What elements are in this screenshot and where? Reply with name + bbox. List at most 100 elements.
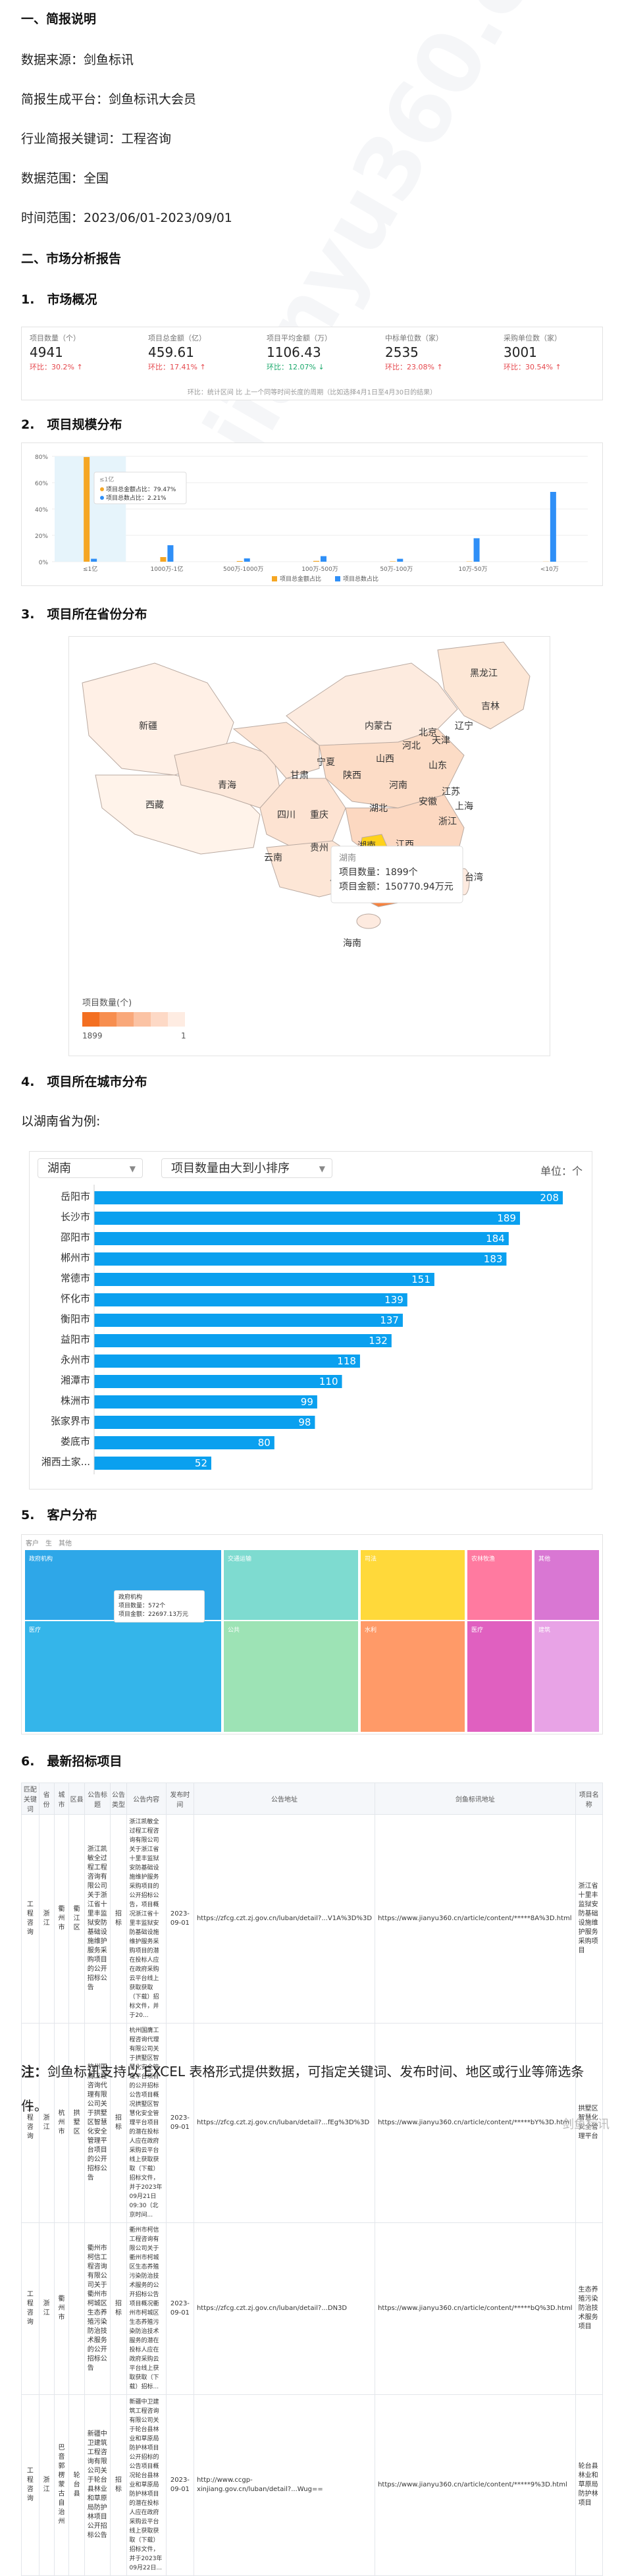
city-bar[interactable]: [94, 1436, 274, 1449]
province-label: 安徽: [419, 797, 437, 807]
city-value-label: 184: [486, 1233, 505, 1245]
city-bar[interactable]: [94, 1273, 434, 1286]
table-link-cell[interactable]: https://www.jianyu360.cn/article/content…: [375, 2223, 576, 2395]
treemap-tile[interactable]: 医疗: [467, 1621, 533, 1732]
city-value-label: 137: [380, 1314, 399, 1326]
table-link-cell[interactable]: https://www.jianyu360.cn/article/content…: [375, 2395, 576, 2576]
stat-label: 项目数量（个）: [30, 333, 142, 343]
table-cell: 招标: [111, 2395, 126, 2576]
treemap-tile[interactable]: 医疗: [24, 1621, 222, 1732]
table-cell: 2023-09-01: [166, 1815, 194, 2024]
province-label: 河南: [389, 780, 407, 791]
bar-count[interactable]: [397, 559, 403, 562]
tooltip-title: ≤1亿: [99, 475, 114, 483]
city-bar[interactable]: [94, 1334, 392, 1347]
city-bar[interactable]: [94, 1355, 360, 1368]
table-link-cell[interactable]: https://www.jianyu360.cn/article/content…: [375, 1815, 576, 2024]
bar-amount[interactable]: [237, 561, 243, 562]
sort-select-value: 项目数量由大到小排序: [171, 1162, 290, 1175]
map-legend: 项目数量(个) 1899 1: [82, 998, 186, 1040]
city-bar[interactable]: [94, 1457, 211, 1470]
y-tick-label: 60%: [35, 481, 48, 487]
legend-amount[interactable]: 项目总金额占比: [280, 575, 321, 583]
city-bar[interactable]: [94, 1293, 407, 1306]
table-header-cell: 公告类型: [111, 1783, 126, 1815]
bar-count[interactable]: [550, 492, 556, 562]
city-bar[interactable]: [94, 1252, 506, 1266]
stat-total-amount: 项目总金额（亿） 459.61 环比：17.41% ↑: [148, 333, 260, 372]
city-bar[interactable]: [94, 1375, 342, 1388]
province-label: 江苏: [442, 787, 460, 797]
watermark-text: jianyu360.com: [185, 0, 623, 472]
treemap-tile-label: 公共: [228, 1625, 240, 1634]
sort-select[interactable]: 项目数量由大到小排序▼: [161, 1158, 332, 1178]
stat-change: 环比：30.2% ↑: [30, 362, 142, 372]
city-value-label: 52: [195, 1457, 207, 1469]
table-link-cell[interactable]: https://zfcg.czt.zj.gov.cn/luban/detail?…: [194, 2024, 375, 2223]
bar-amount[interactable]: [390, 561, 396, 562]
treemap-tile-label: 交通运输: [228, 1554, 251, 1563]
bar-amount[interactable]: [84, 457, 90, 562]
bar-count[interactable]: [474, 538, 480, 562]
bar-count[interactable]: [91, 559, 97, 562]
province-label: 浙江: [438, 817, 457, 827]
city-bar[interactable]: [94, 1191, 563, 1204]
treemap-tile[interactable]: 其他: [534, 1549, 600, 1621]
city-value-label: 98: [298, 1416, 311, 1428]
table-cell: 衢江区: [69, 1815, 84, 2024]
table-link-cell[interactable]: https://www.jianyu360.cn/article/content…: [375, 2024, 576, 2223]
city-label: 衡阳市: [61, 1313, 90, 1325]
treemap-tile[interactable]: 水利: [360, 1621, 465, 1732]
stat-value: 3001: [504, 344, 615, 360]
city-bar[interactable]: [94, 1395, 317, 1409]
heading-city: 4. 项目所在城市分布: [21, 1072, 147, 1090]
city-value-label: 118: [337, 1355, 356, 1367]
province-label: 云南: [264, 853, 282, 863]
bar-amount[interactable]: [313, 561, 319, 562]
heading-province: 3. 项目所在省份分布: [21, 604, 147, 622]
footnote-label: 注：: [21, 2064, 47, 2080]
city-bar[interactable]: [94, 1416, 315, 1429]
bar-count[interactable]: [244, 558, 250, 562]
city-value-label: 110: [319, 1376, 338, 1387]
province-select[interactable]: 湖南▼: [38, 1158, 143, 1178]
table-row: 工程咨询浙江衢州市衢州市柯信工程咨询有限公司关于衢州市柯城区生态养殖污染防治技术…: [22, 2223, 603, 2395]
province-label: 贵州: [310, 843, 328, 853]
heading-market-overview: 1. 市场概况: [21, 290, 97, 308]
province-label: 黑龙江: [470, 668, 498, 679]
city-bar[interactable]: [94, 1232, 509, 1245]
bar-amount[interactable]: [160, 557, 166, 562]
region-northeast[interactable]: [438, 642, 530, 729]
table-cell: 衢州市: [54, 1815, 69, 2024]
treemap-tile[interactable]: 公共: [223, 1621, 359, 1732]
treemap-tile-label: 其他: [538, 1554, 550, 1563]
province-label: 陕西: [343, 770, 361, 781]
table-cell: 浙江: [39, 2024, 54, 2223]
table-link-cell[interactable]: http://www.ccgp-xinjiang.gov.cn/luban/de…: [194, 2395, 375, 2576]
table-cell: 浙江凯敏全过程工程咨询有限公司关于浙江省十里丰监狱安防基础设施维护服务采购项目的…: [84, 1815, 111, 2024]
table-cell: 杭州国膺工程咨询代理有限公司关于拱墅区智慧化安全管理平台项目的公开招标公告项目概…: [126, 2024, 166, 2223]
city-bar[interactable]: [94, 1314, 403, 1327]
legend-count[interactable]: 项目总数占比: [343, 575, 378, 583]
table-cell: 工程咨询: [22, 2024, 39, 2223]
region-hainan[interactable]: [357, 914, 380, 928]
treemap-tile[interactable]: 建筑: [534, 1621, 600, 1732]
stat-label: 中标单位数（家）: [385, 333, 497, 343]
stat-winner-count: 中标单位数（家） 2535 环比：23.08% ↑: [385, 333, 497, 372]
treemap-tile[interactable]: 司法: [360, 1549, 465, 1621]
section-title-briefing: 一、简报说明: [21, 9, 96, 27]
table-cell: 拱墅区: [69, 2024, 84, 2223]
treemap-tile[interactable]: 农林牧渔: [467, 1549, 533, 1621]
table-row: 工程咨询浙江衢州市衢江区浙江凯敏全过程工程咨询有限公司关于浙江省十里丰监狱安防基…: [22, 1815, 603, 2024]
x-tick-label: 500万-1000万: [223, 566, 263, 573]
treemap-tile-label: 农林牧渔: [471, 1554, 495, 1563]
city-bar[interactable]: [94, 1212, 520, 1225]
table-link-cell[interactable]: https://zfcg.czt.zj.gov.cn/luban/detail?…: [194, 2223, 375, 2395]
table-link-cell[interactable]: https://zfcg.czt.zj.gov.cn/luban/detail?…: [194, 1815, 375, 2024]
bar-count[interactable]: [321, 556, 326, 562]
treemap-tile-label: 政府机构: [29, 1554, 53, 1563]
bar-count[interactable]: [167, 545, 173, 562]
city-label: 株洲市: [61, 1395, 90, 1407]
stat-value: 4941: [30, 344, 142, 360]
treemap-tile[interactable]: 交通运输: [223, 1549, 359, 1621]
